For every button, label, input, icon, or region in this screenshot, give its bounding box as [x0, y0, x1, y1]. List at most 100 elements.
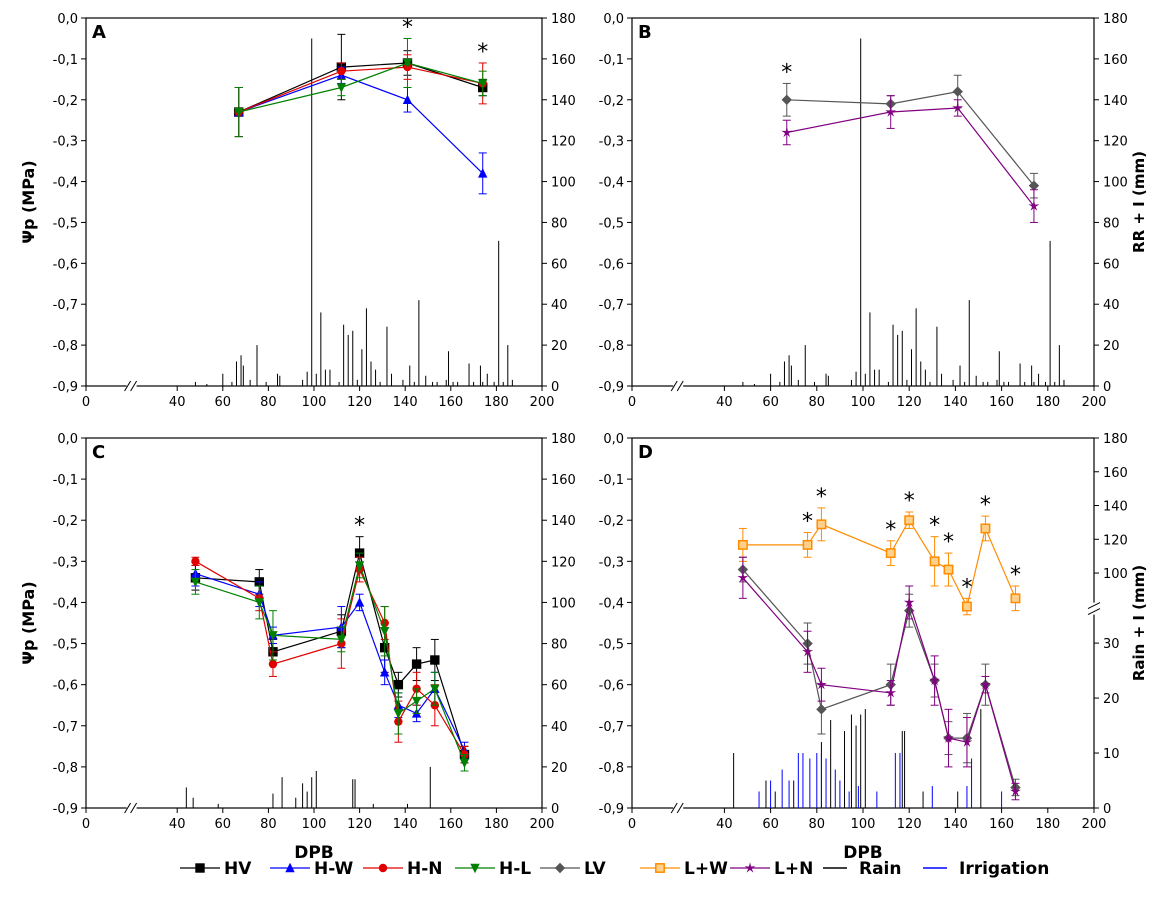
data-point [1028, 180, 1040, 191]
y-tick-label: -0,4 [599, 176, 624, 191]
y-tick-label: -0,6 [599, 679, 624, 694]
y-tick-label: -0,4 [53, 176, 78, 191]
series-H-N [234, 54, 487, 138]
data-point [337, 66, 346, 76]
y2-tick-label: 40 [551, 720, 568, 735]
legend-item-L+W: L+W [640, 859, 728, 879]
data-point [980, 523, 991, 534]
x-tick-label: 100 [302, 817, 327, 832]
legend-swatch [285, 862, 295, 873]
y-axis-label: Ψp (MPa) [19, 581, 38, 664]
significance-asterisk: * [980, 493, 991, 518]
y-tick-label: -0,7 [599, 720, 624, 735]
x-break-mark [676, 802, 684, 814]
chart-panel-B: 0,0 -0,1 -0,2 -0,3 -0,4 -0,5 -0,6 -0,7 -0,8 -0,9 0… [599, 12, 1148, 410]
y-tick-label: -0,8 [599, 761, 624, 776]
legend-item-LV: LV [540, 859, 606, 879]
data-point [268, 659, 278, 669]
y-tick-label: -0,5 [53, 638, 78, 653]
y2-tick-label: 120 [551, 135, 576, 150]
x-tick-label: 60 [762, 395, 779, 410]
legend-label: H-L [499, 859, 531, 879]
y2-tick-label: 180 [1103, 432, 1128, 447]
data-point [802, 646, 813, 657]
y-tick-label: -0,9 [53, 802, 78, 817]
data-point [781, 126, 793, 138]
y-tick-label: -0,9 [599, 380, 624, 395]
significance-asterisk: * [781, 60, 792, 85]
data-point [737, 539, 748, 550]
y-tick-label: -0,3 [53, 555, 78, 570]
x-tick-label: 200 [1082, 395, 1107, 410]
data-point [393, 709, 404, 719]
x-tick-label: 100 [851, 395, 876, 410]
series-L+N [737, 556, 1021, 801]
panel-label: A [92, 22, 106, 43]
legend-label: L+W [684, 859, 728, 879]
y2-tick-label: 60 [551, 679, 568, 694]
y2-tick-label: 140 [551, 94, 576, 109]
y-tick-label: -0,3 [53, 135, 78, 150]
significance-asterisk: * [904, 489, 915, 514]
x-tick-label: 120 [897, 395, 922, 410]
x-break-gap [126, 384, 137, 389]
y-tick-label: -0,9 [599, 802, 624, 817]
y-tick-label: -0,8 [53, 761, 78, 776]
data-point [961, 736, 973, 747]
legend-label: HV [224, 859, 252, 879]
y2-tick-label: 100 [551, 176, 576, 191]
data-point [402, 58, 413, 69]
significance-asterisk: * [402, 15, 413, 40]
series-L+N [781, 95, 1040, 223]
y-tick-label: -0,5 [53, 216, 78, 231]
legend-item-H-L: H-L [455, 859, 531, 879]
series-line [195, 552, 466, 755]
y-tick-label: -0,4 [53, 596, 78, 611]
series-H-L [190, 552, 470, 772]
data-point [943, 732, 954, 743]
series-L+W [737, 507, 1021, 616]
series-H-N [191, 556, 469, 764]
y2-tick-label: 20 [551, 339, 568, 354]
significance-asterisk: * [477, 40, 488, 65]
significance-asterisk: * [929, 514, 940, 539]
y2-tick-label: 100 [1103, 567, 1128, 582]
legend-swatch [554, 862, 566, 874]
x-tick-label: 0 [82, 395, 90, 410]
legend-item-HV: HV [180, 859, 252, 879]
data-point [929, 674, 940, 686]
y2-axis-label: Rain + I (mm) [1130, 565, 1148, 681]
series-LV [781, 74, 1040, 199]
data-point [190, 577, 201, 588]
data-point [962, 601, 972, 612]
y2-tick-label: 140 [551, 514, 576, 529]
x-tick-label: 200 [1082, 817, 1107, 832]
data-point [336, 83, 347, 93]
y2-tick-label: 0 [551, 802, 559, 817]
significance-asterisk: * [885, 518, 896, 543]
y2-tick-label: 180 [551, 12, 576, 27]
data-point [379, 627, 390, 637]
series-HV [234, 33, 488, 138]
legend-item-L+N: L+N [730, 859, 813, 879]
data-point [816, 519, 827, 530]
y-tick-label: -0,7 [53, 298, 78, 313]
x-tick-label: 200 [530, 817, 555, 832]
y2-tick-label: 120 [551, 555, 576, 570]
data-point [402, 94, 413, 104]
data-point [478, 79, 488, 89]
data-point [952, 86, 963, 97]
y-tick-label: -0,5 [599, 638, 624, 653]
data-point [234, 107, 244, 118]
x-tick-label: 80 [260, 395, 277, 410]
legend-label: LV [584, 859, 606, 879]
y-tick-label: 0,0 [603, 432, 624, 447]
chart-panel-C: 0,0 -0,1 -0,2 -0,3 -0,4 -0,5 -0,6 -0,7 -0,8 -0,9 0… [19, 432, 576, 863]
data-point [411, 696, 422, 707]
x-break-gap [126, 806, 137, 811]
y2-tick-label: 20 [1103, 339, 1120, 354]
y-tick-label: -0,1 [53, 53, 78, 68]
y-tick-label: -0,7 [53, 720, 78, 735]
x-tick-label: 140 [943, 395, 968, 410]
data-point [903, 596, 915, 608]
